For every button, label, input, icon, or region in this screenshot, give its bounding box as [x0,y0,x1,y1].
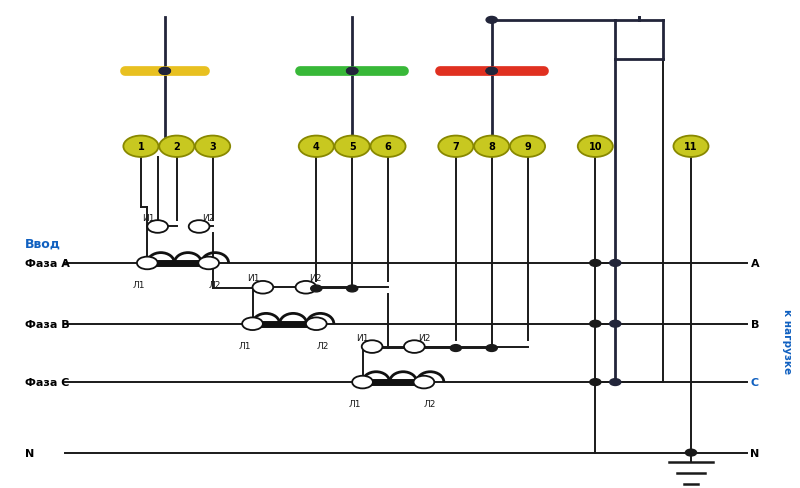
Text: И1: И1 [356,333,369,342]
Circle shape [610,321,621,327]
Circle shape [159,68,170,75]
Circle shape [578,136,613,158]
Text: 1: 1 [138,142,144,152]
Circle shape [686,449,697,456]
Text: к нагрузке: к нагрузке [782,308,792,373]
Circle shape [346,68,358,75]
Circle shape [486,345,498,352]
Circle shape [438,136,474,158]
Text: Л1: Л1 [348,399,361,408]
Circle shape [242,318,263,330]
Text: И2: И2 [202,213,215,222]
Text: C: C [750,377,759,387]
Text: 2: 2 [174,142,180,152]
Circle shape [352,376,373,388]
Circle shape [590,379,601,386]
Text: A: A [750,259,759,268]
Circle shape [123,136,158,158]
Circle shape [362,341,382,353]
Text: N: N [750,447,759,458]
Text: Фаза A: Фаза A [26,259,70,268]
Circle shape [195,136,230,158]
Text: И1: И1 [247,274,259,283]
Text: Фаза C: Фаза C [26,377,70,387]
Text: Л2: Л2 [209,281,222,289]
Text: 5: 5 [349,142,355,152]
Text: Л1: Л1 [238,341,250,350]
Circle shape [674,136,709,158]
Text: 7: 7 [453,142,459,152]
Text: Фаза B: Фаза B [26,319,70,329]
Text: B: B [750,319,759,329]
Text: 3: 3 [210,142,216,152]
Text: Л2: Л2 [424,399,437,408]
Circle shape [510,136,545,158]
Text: Ввод: Ввод [26,238,62,250]
Text: 11: 11 [684,142,698,152]
Circle shape [137,257,158,270]
Circle shape [310,285,322,292]
Text: 8: 8 [488,142,495,152]
Circle shape [147,221,168,233]
Circle shape [346,285,358,292]
Circle shape [486,68,498,75]
Circle shape [253,282,274,294]
Circle shape [610,379,621,386]
Circle shape [159,136,194,158]
Circle shape [334,136,370,158]
Circle shape [450,345,462,352]
Circle shape [306,318,326,330]
Text: 4: 4 [313,142,320,152]
Text: Л2: Л2 [317,341,329,350]
Text: 10: 10 [589,142,602,152]
Circle shape [590,260,601,267]
Circle shape [189,221,210,233]
Text: 6: 6 [385,142,391,152]
Circle shape [590,321,601,327]
Circle shape [610,260,621,267]
Circle shape [198,257,219,270]
Circle shape [486,68,498,75]
Circle shape [295,282,316,294]
Circle shape [474,136,510,158]
Circle shape [404,341,425,353]
Text: Л1: Л1 [133,281,146,289]
Circle shape [298,136,334,158]
Circle shape [414,376,434,388]
Text: И1: И1 [142,213,154,222]
Text: И2: И2 [418,333,430,342]
Circle shape [346,68,358,75]
Circle shape [370,136,406,158]
Text: И2: И2 [310,274,322,283]
Text: 9: 9 [524,142,531,152]
Text: N: N [26,447,34,458]
Circle shape [486,18,498,24]
Circle shape [159,68,170,75]
